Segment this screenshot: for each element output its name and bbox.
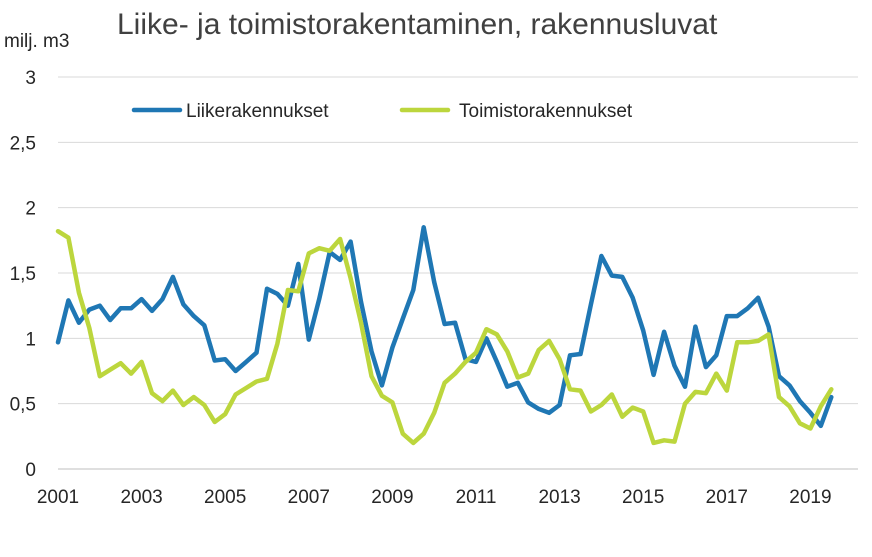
y-axis-unit-label: milj. m3 bbox=[4, 31, 69, 52]
x-tick-label: 2015 bbox=[622, 487, 664, 508]
y-tick-label: 3 bbox=[25, 68, 36, 89]
axis-labels: 0 0,5 1 1,5 2 2,5 3 2001 2003 2005 2007 2009 2011 201… bbox=[4, 31, 832, 508]
y-tick-label: 0,5 bbox=[10, 395, 36, 416]
series-line-liikerakennukset bbox=[55, 225, 834, 429]
x-tick-label: 2003 bbox=[120, 487, 162, 508]
series-lines bbox=[55, 225, 834, 446]
series-line-toimistorakennukset bbox=[55, 228, 834, 446]
y-tick-label: 1,5 bbox=[10, 264, 36, 285]
x-tick-label: 2019 bbox=[789, 487, 831, 508]
gridlines bbox=[58, 76, 858, 470]
x-tick-label: 2011 bbox=[456, 487, 497, 508]
y-tick-label: 0 bbox=[25, 460, 36, 481]
x-tick-label: 2009 bbox=[371, 487, 413, 508]
x-tick-label: 2007 bbox=[288, 487, 330, 508]
x-tick-label: 2005 bbox=[204, 487, 246, 508]
legend-label: Toimistorakennukset bbox=[459, 101, 633, 122]
x-tick-label: 2013 bbox=[538, 487, 580, 508]
y-tick-label: 2,5 bbox=[10, 133, 36, 154]
y-tick-label: 1 bbox=[25, 329, 36, 350]
legend-label: Liikerakennukset bbox=[186, 101, 329, 122]
x-tick-label: 2017 bbox=[706, 487, 748, 508]
chart-title: Liike- ja toimistorakentaminen, rakennus… bbox=[117, 8, 718, 41]
y-tick-label: 2 bbox=[25, 199, 36, 220]
legend: Liikerakennukset Toimistorakennukset bbox=[131, 101, 633, 122]
x-tick-label: 2001 bbox=[37, 487, 79, 508]
